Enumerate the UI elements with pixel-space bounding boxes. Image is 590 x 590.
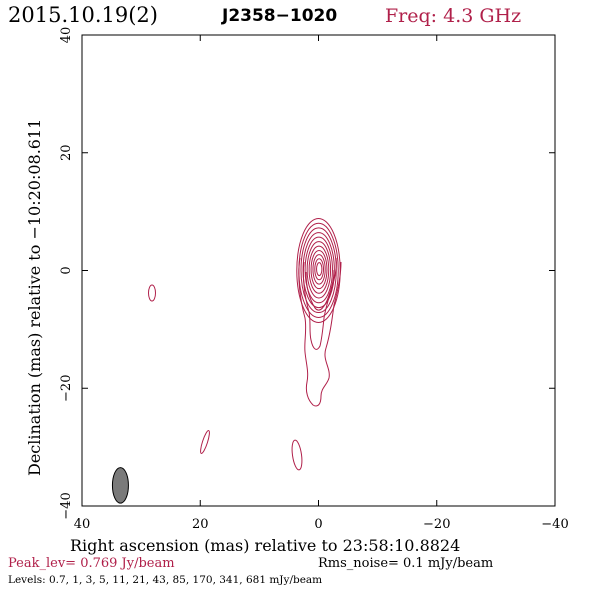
- rms-noise: Rms_noise= 0.1 mJy/beam: [318, 556, 493, 571]
- y-tick-labels: 40 20 0 −20 −40: [59, 27, 74, 520]
- jet-contour-inner: [302, 257, 337, 350]
- core-contour-level: [306, 241, 332, 299]
- core-contour-level: [304, 236, 333, 304]
- beam-ellipse: [111, 467, 129, 504]
- plot-frame: [81, 34, 556, 507]
- component-west: [148, 284, 156, 302]
- core-contour-level: [312, 254, 326, 285]
- x-tick-label: −40: [541, 517, 568, 532]
- core-contour-level: [316, 262, 323, 277]
- core-contour-level: [314, 258, 324, 281]
- x-tick-label: 0: [314, 517, 322, 532]
- y-tick-label: −40: [59, 492, 74, 519]
- core-contour-level: [310, 249, 328, 290]
- core-contour-level: [308, 245, 330, 294]
- x-tick-label: 20: [192, 517, 209, 532]
- jet-contour-inner2: [305, 269, 335, 311]
- x-tick-label: −20: [423, 517, 450, 532]
- component-south: [291, 439, 303, 471]
- frequency-label: Freq: 4.3 GHz: [385, 5, 521, 27]
- observation-date: 2015.10.19(2): [8, 3, 158, 27]
- axis-ticks: [81, 34, 556, 507]
- contour-levels: Levels: 0.7, 1, 3, 5, 11, 21, 43, 85, 17…: [8, 574, 322, 586]
- y-axis-label: Declination (mas) relative to −10:20:08.…: [25, 119, 44, 476]
- x-axis-label: Right ascension (mas) relative to 23:58:…: [70, 536, 460, 555]
- y-tick-label: 0: [59, 266, 74, 274]
- jet-contour-outer: [298, 257, 342, 407]
- contour-lines: [148, 218, 342, 471]
- x-tick-labels: 40 20 0 −20 −40: [74, 517, 569, 532]
- component-southwest: [200, 430, 210, 454]
- x-tick-label: 40: [74, 517, 91, 532]
- source-name: J2358−1020: [221, 6, 337, 26]
- y-tick-label: 20: [59, 144, 74, 161]
- y-tick-label: 40: [59, 27, 74, 44]
- y-tick-label: −20: [59, 375, 74, 402]
- peak-level: Peak_lev= 0.769 Jy/beam: [8, 556, 175, 571]
